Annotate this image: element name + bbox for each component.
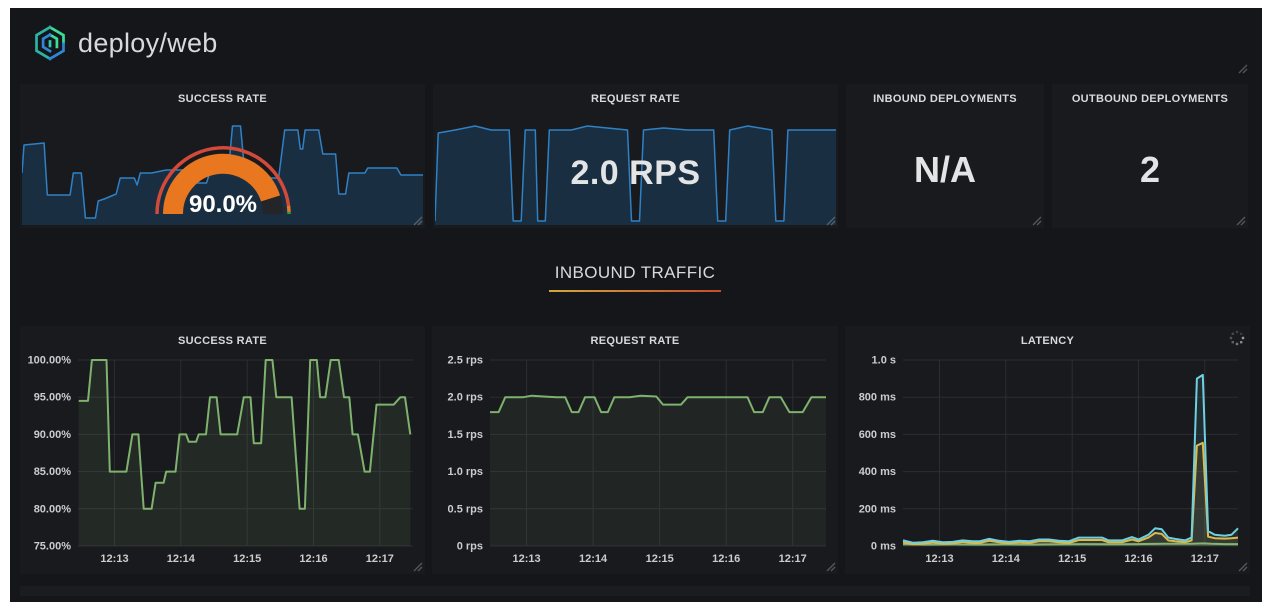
panel-success-rate-stat: SUCCESS RATE 90.0% (20, 84, 425, 228)
svg-text:90.00%: 90.00% (34, 429, 72, 441)
loading-spinner-icon (1229, 330, 1245, 346)
svg-text:12:17: 12:17 (1191, 553, 1219, 565)
outbound-deployments-value: 2 (1139, 149, 1161, 190)
request-rate-chart[interactable]: 2.5 rps 2.0 rps 1.5 rps 1.0 rps 0.5 rps 0 rps… (438, 354, 832, 568)
request-rate-value: 2.0 RPS (570, 154, 701, 192)
svg-text:1.0 rps: 1.0 rps (448, 466, 483, 478)
panel-title[interactable]: REQUEST RATE (591, 93, 680, 105)
svg-text:0 ms: 0 ms (871, 541, 896, 553)
svg-text:12:14: 12:14 (579, 553, 608, 565)
section-underline (549, 289, 721, 292)
resize-handle-icon[interactable] (826, 562, 836, 572)
svg-text:12:17: 12:17 (779, 553, 807, 565)
resize-handle-icon[interactable] (1236, 216, 1246, 226)
svg-text:12:13: 12:13 (100, 553, 128, 565)
svg-text:95.00%: 95.00% (34, 392, 72, 404)
panel-title[interactable]: OUTBOUND DEPLOYMENTS (1071, 93, 1229, 105)
panel-title[interactable]: LATENCY (1020, 335, 1075, 347)
svg-text:12:15: 12:15 (646, 553, 674, 565)
svg-text:1.0 s: 1.0 s (872, 355, 896, 367)
svg-text:200 ms: 200 ms (859, 503, 896, 515)
inbound-deployments-value: N/A (914, 149, 976, 190)
panel-outbound-deployments: OUTBOUND DEPLOYMENTS 2 (1052, 84, 1248, 228)
svg-text:12:17: 12:17 (366, 553, 394, 565)
svg-text:0 rps: 0 rps (457, 541, 483, 553)
panel-title[interactable]: INBOUND DEPLOYMENTS (873, 93, 1017, 105)
partial-panel-row (20, 586, 1250, 596)
panel-title[interactable]: SUCCESS RATE (178, 93, 267, 105)
svg-text:100.00%: 100.00% (28, 355, 72, 367)
section-title: INBOUND TRAFFIC (554, 262, 716, 282)
success-gauge: 90.0% (133, 134, 313, 226)
svg-text:12:16: 12:16 (1124, 553, 1152, 565)
svg-text:12:13: 12:13 (513, 553, 541, 565)
resize-handle-icon[interactable] (1238, 562, 1248, 572)
svg-text:400 ms: 400 ms (859, 466, 896, 478)
top-stat-row: SUCCESS RATE 90.0% REQUEST RATE 2.0 RPS … (20, 84, 1250, 228)
svg-text:600 ms: 600 ms (859, 429, 896, 441)
svg-text:12:16: 12:16 (299, 553, 327, 565)
panel-inbound-request-rate: REQUEST RATE 2.5 rps 2.0 rps 1.5 rps 1.0 rp… (432, 326, 838, 574)
panel-request-rate-stat: REQUEST RATE 2.0 RPS (433, 84, 838, 228)
svg-text:12:16: 12:16 (712, 553, 740, 565)
svg-text:12:15: 12:15 (1058, 553, 1086, 565)
panel-inbound-latency: LATENCY 1.0 s 800 ms 600 ms 400 ms 200 ms 0 m… (845, 326, 1250, 574)
panel-inbound-success-rate: SUCCESS RATE 100.00% 95.00% 90.00% 85.00% 80… (20, 326, 425, 574)
svg-text:75.00%: 75.00% (34, 541, 72, 553)
panel-inbound-deployments: INBOUND DEPLOYMENTS N/A (846, 84, 1044, 228)
panel-title[interactable]: SUCCESS RATE (178, 335, 267, 347)
dashboard-header-panel: deploy/web (20, 10, 1250, 76)
svg-text:12:15: 12:15 (233, 553, 261, 565)
panel-title[interactable]: REQUEST RATE (590, 335, 680, 347)
section-header: INBOUND TRAFFIC (20, 228, 1250, 326)
svg-text:0.5 rps: 0.5 rps (448, 503, 483, 515)
success-rate-chart[interactable]: 100.00% 95.00% 90.00% 85.00% 80.00% 75.00% 12:… (26, 354, 419, 568)
svg-text:85.00%: 85.00% (34, 466, 72, 478)
svg-text:90.0%: 90.0% (188, 191, 256, 218)
grafana-dashboard: deploy/web SUCCESS RATE 90.0% REQUEST RA… (10, 8, 1262, 602)
request-rate-sparkline (434, 122, 836, 225)
svg-text:2.5 rps: 2.5 rps (448, 355, 483, 367)
latency-chart[interactable]: 1.0 s 800 ms 600 ms 400 ms 200 ms 0 ms 12:13 12… (851, 354, 1244, 568)
deploy-logo-icon (35, 25, 65, 61)
dashboard-title: deploy/web (78, 27, 218, 58)
resize-handle-icon[interactable] (413, 216, 423, 226)
inbound-traffic-row: SUCCESS RATE 100.00% 95.00% 90.00% 85.00% 80… (20, 326, 1250, 574)
resize-handle-icon[interactable] (826, 216, 836, 226)
svg-text:2.0 rps: 2.0 rps (448, 392, 483, 404)
svg-text:800 ms: 800 ms (859, 392, 896, 404)
resize-handle-icon[interactable] (413, 562, 423, 572)
resize-handle-icon[interactable] (1032, 216, 1042, 226)
svg-text:12:14: 12:14 (167, 553, 196, 565)
svg-text:1.5 rps: 1.5 rps (448, 429, 483, 441)
svg-text:12:13: 12:13 (925, 553, 953, 565)
resize-handle-icon[interactable] (1238, 64, 1248, 74)
svg-text:12:14: 12:14 (992, 553, 1021, 565)
svg-text:80.00%: 80.00% (34, 503, 72, 515)
